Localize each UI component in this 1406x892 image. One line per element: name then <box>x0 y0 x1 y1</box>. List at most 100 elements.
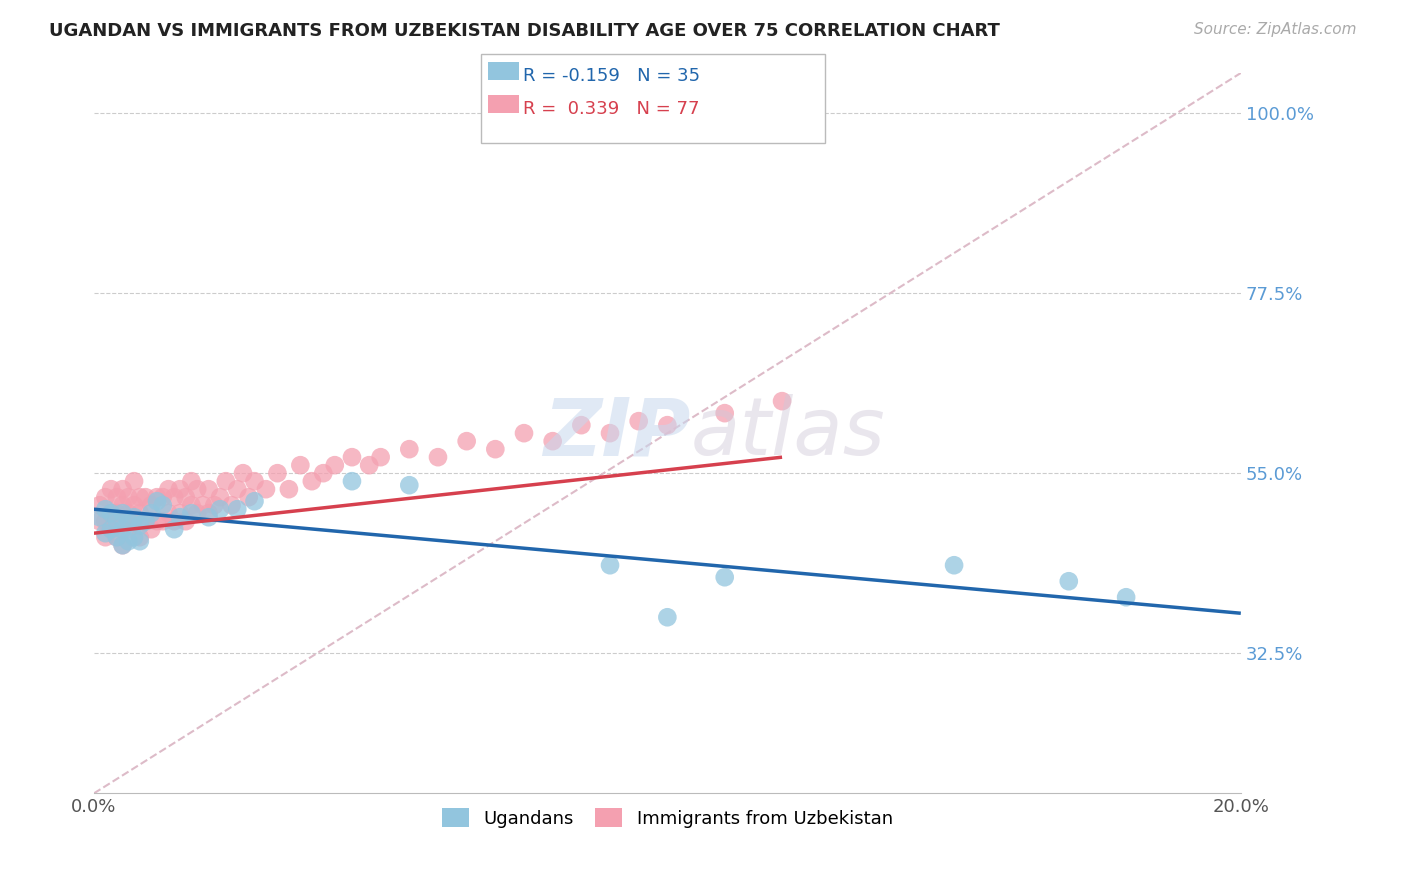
Point <box>232 466 254 480</box>
Text: ZIP: ZIP <box>543 394 690 472</box>
Point <box>599 426 621 441</box>
Point <box>657 418 679 433</box>
Point <box>197 506 219 520</box>
Point <box>105 490 128 504</box>
Point <box>117 490 139 504</box>
Point <box>111 498 134 512</box>
Point <box>202 498 225 512</box>
Text: UGANDAN VS IMMIGRANTS FROM UZBEKISTAN DISABILITY AGE OVER 75 CORRELATION CHART: UGANDAN VS IMMIGRANTS FROM UZBEKISTAN DI… <box>49 22 1000 40</box>
Point <box>312 466 335 480</box>
Point <box>89 498 111 512</box>
Point <box>713 406 735 420</box>
Point <box>94 514 117 528</box>
Point <box>215 474 238 488</box>
Point <box>105 530 128 544</box>
Point <box>163 490 186 504</box>
Point <box>427 450 450 465</box>
Point <box>340 474 363 488</box>
Point <box>100 522 122 536</box>
Text: atlas: atlas <box>690 394 884 472</box>
Legend: Ugandans, Immigrants from Uzbekistan: Ugandans, Immigrants from Uzbekistan <box>434 801 900 835</box>
Point <box>157 506 180 520</box>
Point <box>186 482 208 496</box>
Point <box>209 502 232 516</box>
Point <box>226 482 249 496</box>
Point <box>122 530 145 544</box>
Point <box>94 530 117 544</box>
Point <box>513 426 536 441</box>
Point <box>277 482 299 496</box>
Point <box>1115 591 1137 605</box>
Point <box>180 474 202 488</box>
Point <box>128 490 150 504</box>
Point <box>100 482 122 496</box>
Point <box>111 514 134 528</box>
Point <box>243 494 266 508</box>
Point <box>122 514 145 528</box>
Point <box>105 514 128 528</box>
Point <box>94 490 117 504</box>
Point <box>128 506 150 520</box>
Point <box>111 538 134 552</box>
Point <box>323 458 346 473</box>
Point <box>94 502 117 516</box>
Point <box>197 482 219 496</box>
Text: R =  0.339   N = 77: R = 0.339 N = 77 <box>523 100 700 118</box>
Point <box>1057 574 1080 589</box>
Point <box>266 466 288 480</box>
Point <box>135 514 157 528</box>
Point <box>290 458 312 473</box>
Point <box>122 474 145 488</box>
Point <box>111 538 134 552</box>
Point <box>128 534 150 549</box>
Text: Source: ZipAtlas.com: Source: ZipAtlas.com <box>1194 22 1357 37</box>
Point <box>89 514 111 528</box>
Point <box>191 498 214 512</box>
Point <box>713 570 735 584</box>
Point <box>141 498 163 512</box>
Point <box>174 490 197 504</box>
Point <box>254 482 277 496</box>
Point <box>100 522 122 536</box>
Point <box>141 522 163 536</box>
Point <box>657 610 679 624</box>
Point <box>169 510 191 524</box>
Point <box>301 474 323 488</box>
Point <box>122 498 145 512</box>
Point <box>135 490 157 504</box>
Point <box>146 494 169 508</box>
Point <box>398 478 420 492</box>
Point <box>152 514 174 528</box>
Point <box>599 558 621 573</box>
Point <box>943 558 966 573</box>
Point <box>209 490 232 504</box>
Point <box>398 442 420 457</box>
Point <box>152 490 174 504</box>
Point <box>89 510 111 524</box>
Point <box>340 450 363 465</box>
Point <box>105 530 128 544</box>
Point <box>111 482 134 496</box>
Point <box>117 534 139 549</box>
Point <box>163 522 186 536</box>
Point <box>100 506 122 520</box>
Point <box>238 490 260 504</box>
Point <box>141 506 163 520</box>
Point <box>541 434 564 449</box>
Point <box>128 518 150 533</box>
Text: R = -0.159   N = 35: R = -0.159 N = 35 <box>523 67 700 85</box>
Point <box>243 474 266 488</box>
Point <box>180 506 202 520</box>
Point <box>226 502 249 516</box>
Point <box>94 526 117 541</box>
Point <box>627 414 650 428</box>
Point <box>135 514 157 528</box>
Point <box>111 506 134 520</box>
Point <box>163 514 186 528</box>
Point <box>484 442 506 457</box>
Point <box>370 450 392 465</box>
Point <box>169 482 191 496</box>
Point <box>569 418 592 433</box>
Point <box>157 482 180 496</box>
Point <box>100 506 122 520</box>
